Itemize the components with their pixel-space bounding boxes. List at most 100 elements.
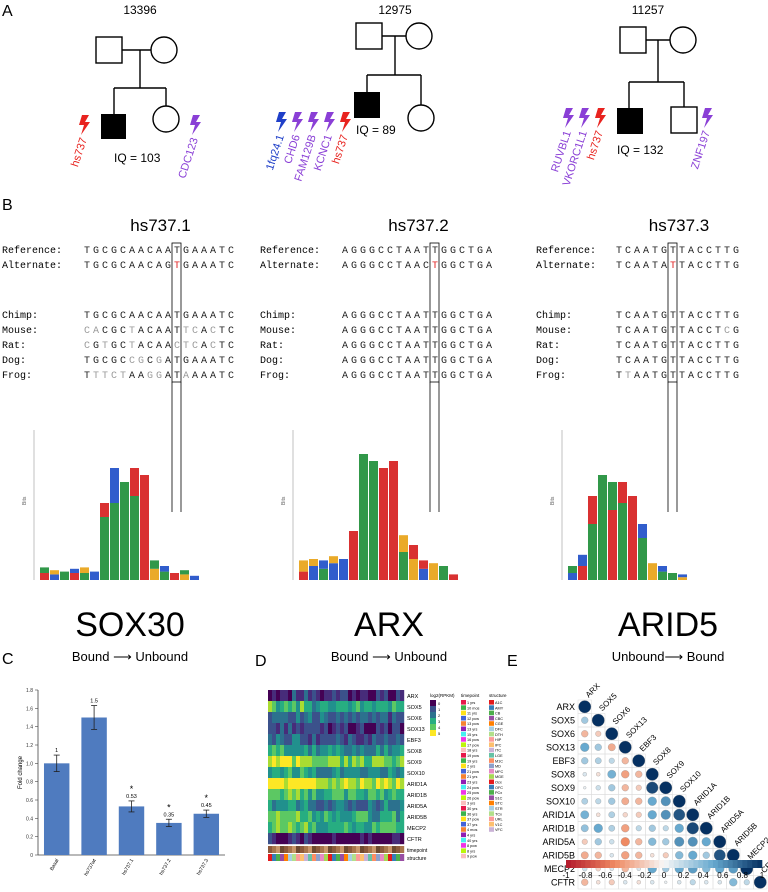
nucleotide: C	[120, 261, 126, 272]
timepoint-swatch	[461, 742, 466, 747]
heatmap-cell	[400, 778, 405, 790]
colorbar-segment	[600, 860, 606, 868]
nucleotide: T	[423, 311, 429, 322]
structure-track-cell	[268, 854, 273, 861]
heatmap-cell	[348, 701, 353, 713]
timepoint-label: 23 yrs	[467, 781, 477, 785]
correlation-circle	[647, 810, 657, 820]
nucleotide: A	[414, 311, 420, 322]
heatmap-cell	[284, 734, 289, 746]
colorbar-segment	[624, 860, 630, 868]
heatmap-cell	[312, 712, 317, 724]
heatmap-cell	[368, 767, 373, 779]
heatmap-cell	[276, 745, 281, 757]
heatmap-cell	[300, 789, 305, 801]
matrix-row-label: SOX13	[546, 742, 575, 752]
correlation-circle	[635, 797, 643, 805]
sibling-symbol	[152, 105, 180, 133]
heatmap-cell	[380, 690, 385, 702]
heatmap-cell	[296, 734, 301, 746]
correlation-circle	[672, 794, 686, 808]
timepoint-track-cell	[308, 846, 313, 853]
y-tick-label: 1.8	[26, 688, 33, 694]
heatmap-cell	[332, 734, 337, 746]
nucleotide: A	[643, 356, 649, 367]
heatmap-cell	[392, 701, 397, 713]
heatmap-cell	[360, 767, 365, 779]
timepoint-label: 15 yrs	[467, 733, 477, 737]
heatmap-cell	[316, 690, 321, 702]
heatmap-cell	[388, 734, 393, 746]
timepoint-swatch	[461, 731, 466, 737]
nucleotide: C	[625, 261, 631, 272]
correlation-circle	[582, 772, 587, 777]
correlation-circle	[621, 797, 630, 806]
heatmap-cell	[348, 811, 353, 823]
structure-track-cell	[288, 854, 293, 861]
nucleotide: G	[360, 261, 366, 272]
heatmap-cell	[320, 811, 325, 823]
heatmap-cell	[344, 690, 349, 702]
nucleotide: C	[387, 341, 393, 352]
correlation-circle	[581, 878, 589, 886]
heatmap-cell	[340, 833, 345, 845]
structure-swatch	[489, 800, 494, 806]
value-label: 1.5	[90, 699, 98, 705]
matrix-row-label: CFTR	[551, 877, 575, 887]
structure-track-cell	[344, 854, 349, 861]
heatmap-cell	[364, 690, 369, 702]
heatmap-cell	[392, 778, 397, 790]
nucleotide: A	[661, 261, 667, 272]
species-label: Frog:	[536, 371, 566, 382]
nucleotide: C	[459, 311, 465, 322]
heatmap-cell	[364, 833, 369, 845]
heatmap-cell	[352, 745, 357, 757]
timepoint-swatch	[461, 726, 466, 732]
heatmap-cell	[300, 811, 305, 823]
nucleotide: A	[201, 261, 207, 272]
nucleotide: A	[201, 311, 207, 322]
nucleotide: T	[468, 341, 474, 352]
heatmap-cell	[344, 811, 349, 823]
nucleotide: T	[724, 246, 730, 257]
heatmap-cell	[268, 767, 273, 779]
structure-label: LGE	[495, 754, 503, 758]
nucleotide: A	[643, 371, 649, 382]
logo-letter-T	[299, 571, 308, 580]
correlation-circle	[717, 880, 722, 885]
heatmap-cell	[340, 745, 345, 757]
colorbar-segment	[619, 860, 626, 868]
heatmap-cell	[360, 833, 365, 845]
heatmap-cell	[304, 734, 309, 746]
logo-letter-T	[578, 566, 587, 580]
heatmap-cell	[276, 767, 281, 779]
heatmap-cell	[332, 712, 337, 724]
timepoint-swatch	[461, 816, 466, 822]
nucleotide: C	[378, 326, 384, 337]
nucleotide: A	[634, 261, 640, 272]
matrix-row-label: SOX5	[551, 715, 575, 725]
nucleotide: A	[183, 371, 189, 382]
timepoint-label: 11 yrs	[467, 712, 477, 716]
nucleotide: T	[183, 341, 189, 352]
heatmap-cell	[376, 712, 381, 724]
y-tick-label: 0.2	[26, 835, 33, 841]
correlation-circle	[662, 852, 669, 859]
colorbar-swatch	[430, 700, 436, 706]
heatmap-cell	[364, 734, 369, 746]
heatmap-cell	[388, 712, 393, 724]
heatmap-cell	[284, 723, 289, 735]
heatmap-cell	[280, 800, 285, 812]
correlation-circle	[635, 838, 643, 846]
heatmap-cell	[336, 690, 341, 702]
correlation-circle	[713, 835, 727, 849]
nucleotide: C	[625, 246, 631, 257]
structure-label: A1C	[495, 701, 503, 705]
x-tick-label: hs737.1	[121, 858, 135, 877]
logo-letter-C	[678, 574, 687, 578]
heatmap-cell	[304, 745, 309, 757]
nucleotide: T	[432, 326, 438, 337]
heatmap-cell	[388, 701, 393, 713]
species-label: Mouse:	[536, 326, 572, 337]
colorbar-tick-label: -1	[562, 871, 570, 880]
